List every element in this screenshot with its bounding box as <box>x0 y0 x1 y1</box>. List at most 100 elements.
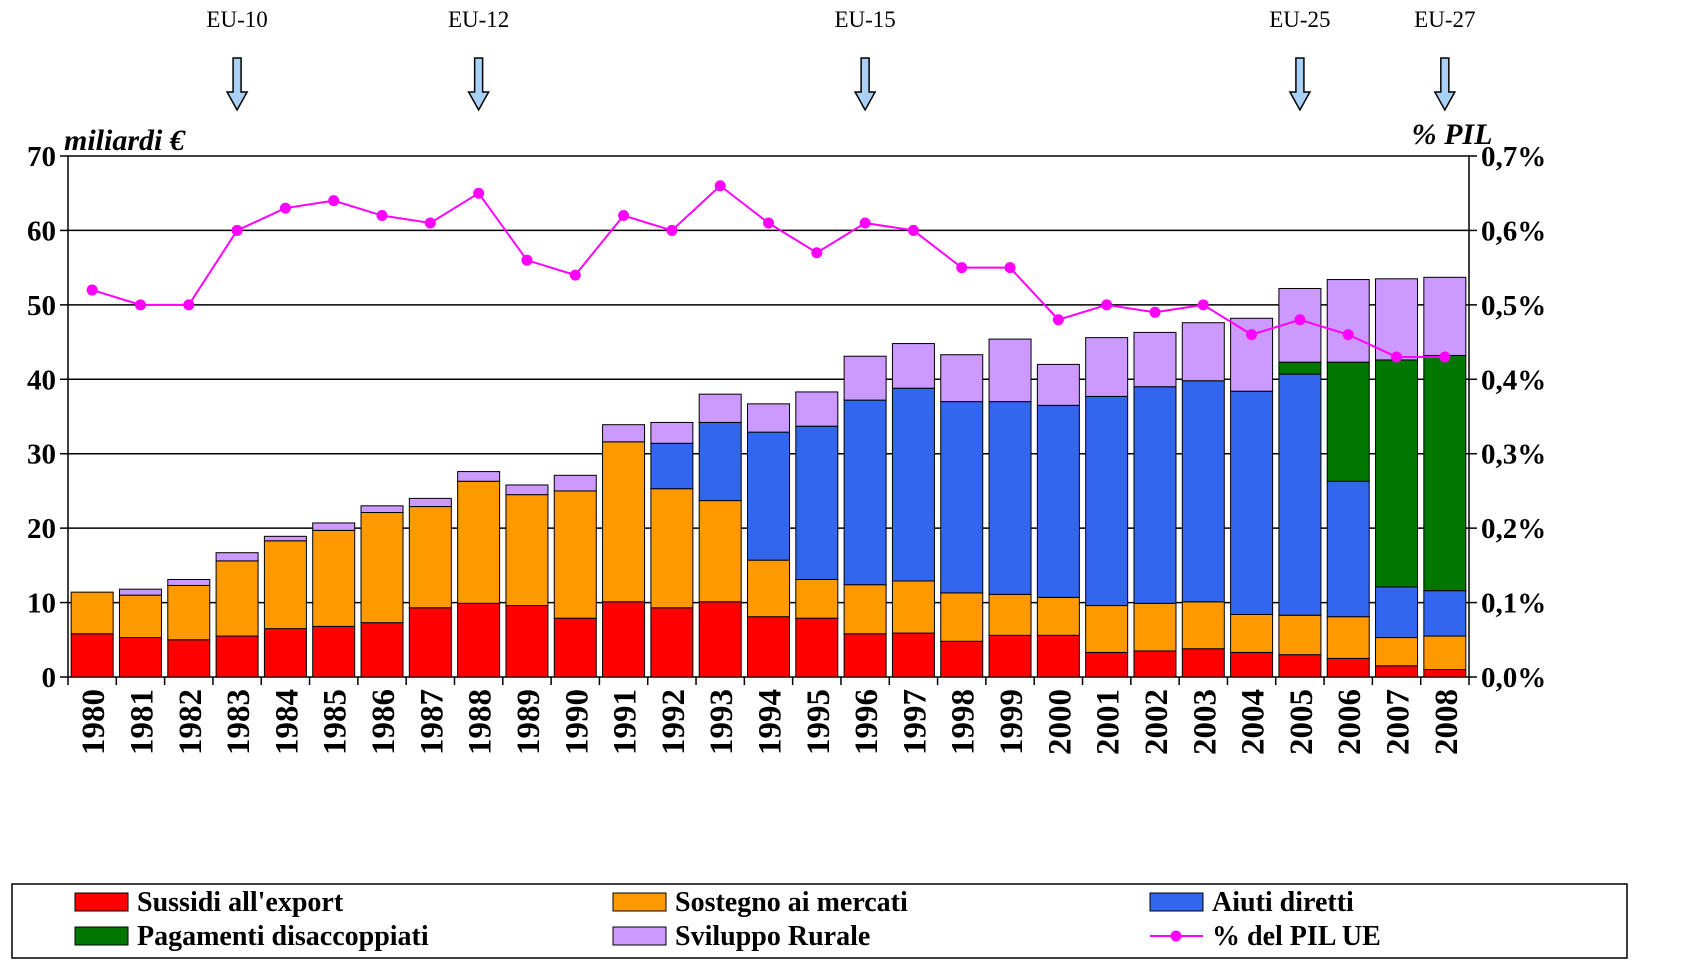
event-label: EU-15 <box>834 7 895 32</box>
bar-segment <box>843 633 887 678</box>
bar-segment <box>408 497 452 508</box>
bar-segment <box>747 403 790 433</box>
y-left-tick-label: 70 <box>27 141 56 173</box>
bar-segment <box>505 484 549 496</box>
pil-point <box>763 217 774 229</box>
bar-segment <box>263 540 307 630</box>
bar-segment <box>215 552 259 562</box>
bar-segment <box>457 471 501 482</box>
y-left-tick-label: 20 <box>27 513 56 545</box>
pil-point <box>1052 314 1064 326</box>
pil-point <box>859 217 871 229</box>
x-tick-label: 1990 <box>559 689 595 755</box>
bar-segment <box>505 605 549 678</box>
pil-point <box>231 224 243 236</box>
legend-label: % del PIL UE <box>1212 921 1381 952</box>
legend: Sussidi all'export Sostegno ai mercati Aiu… <box>11 883 1628 959</box>
pil-point <box>1101 299 1113 311</box>
pil-point <box>618 210 630 222</box>
bar-segment <box>1181 648 1225 678</box>
bar-segment <box>1085 605 1129 653</box>
bars <box>70 276 1467 678</box>
bar-segment <box>940 401 984 594</box>
x-tick-label: 1987 <box>414 689 450 755</box>
x-tick-label: 1983 <box>221 689 257 755</box>
x-tick-label: 1993 <box>704 689 740 755</box>
pil-point <box>86 284 98 296</box>
bar-segment <box>1423 635 1467 671</box>
bar-segment <box>70 591 114 635</box>
y-left-tick-label: 40 <box>27 364 56 396</box>
bar-segment <box>1375 665 1419 678</box>
pil-point <box>666 224 678 236</box>
bar-segment <box>553 490 597 619</box>
x-tick-label: 2008 <box>1429 689 1465 755</box>
x-tick-label: 2002 <box>1139 689 1175 755</box>
y-left-tick-label: 30 <box>27 439 56 471</box>
down-arrow-icon <box>1288 57 1312 112</box>
down-arrow-icon <box>1433 57 1457 112</box>
bar-segment <box>553 617 597 678</box>
pil-point <box>569 269 581 281</box>
bar-segment <box>167 639 211 678</box>
x-tick-label: 1984 <box>269 689 305 755</box>
bar-segment <box>1326 480 1370 618</box>
x-tick-label: 2005 <box>1284 689 1320 755</box>
bar-segment <box>215 635 259 678</box>
bar-segment <box>1326 279 1370 363</box>
bar-segment <box>795 617 839 678</box>
bar-segment <box>1326 657 1370 678</box>
y-left-tick-label: 60 <box>27 215 56 247</box>
legend-swatch <box>1149 892 1204 912</box>
legend-frame <box>11 883 1628 959</box>
bar-segment <box>602 441 646 603</box>
pil-line-series <box>86 180 1451 363</box>
x-tick-label: 1986 <box>366 689 402 755</box>
pil-point <box>473 187 485 199</box>
bar-segment <box>118 594 162 639</box>
bar-segment <box>940 354 984 403</box>
bar-segment <box>602 601 646 678</box>
x-tick-label: 1999 <box>994 689 1030 755</box>
legend-label: Sostegno ai mercati <box>675 887 908 918</box>
bar-segment <box>988 593 1032 636</box>
bar-segment <box>1375 637 1419 667</box>
y-right-tick-label: 0,7% <box>1481 141 1546 173</box>
pil-point <box>279 202 291 214</box>
bar-segment <box>747 559 790 618</box>
x-tick-label: 1982 <box>173 689 209 755</box>
bar-segment <box>408 607 452 678</box>
bar-segment <box>795 579 839 619</box>
bar-segment <box>1133 331 1177 388</box>
bar-segment <box>360 512 404 624</box>
bar-segment <box>70 633 114 678</box>
bar-segment <box>360 505 404 514</box>
pil-point <box>376 210 388 222</box>
bar-segment <box>1423 354 1467 592</box>
y-right-tick-label: 0,1% <box>1481 588 1546 620</box>
x-tick-label: 1981 <box>124 689 160 755</box>
x-tick-label: 2003 <box>1187 689 1223 755</box>
pil-point <box>183 299 195 311</box>
pil-point <box>1149 306 1161 318</box>
x-tick-label: 1992 <box>656 689 692 755</box>
bar-segment <box>1375 278 1419 361</box>
bar-segment <box>747 431 790 561</box>
bar-segment <box>1133 602 1177 652</box>
bar-segment <box>988 634 1032 678</box>
x-tick-label: 1985 <box>318 689 354 755</box>
bar-segment <box>312 529 356 627</box>
bar-segment <box>650 442 694 490</box>
pil-point <box>424 217 436 229</box>
legend-label: Sussidi all'export <box>137 887 344 918</box>
legend-swatch <box>612 926 667 946</box>
pil-point <box>1246 329 1258 341</box>
event-label: EU-27 <box>1414 7 1475 32</box>
bar-segment <box>747 616 790 678</box>
down-arrow-icon <box>853 57 877 112</box>
x-tick-label: 2006 <box>1332 689 1368 755</box>
bar-segment <box>650 421 694 444</box>
bar-segment <box>1278 373 1322 616</box>
bar-segment <box>1085 651 1129 678</box>
bar-segment <box>1278 361 1322 375</box>
